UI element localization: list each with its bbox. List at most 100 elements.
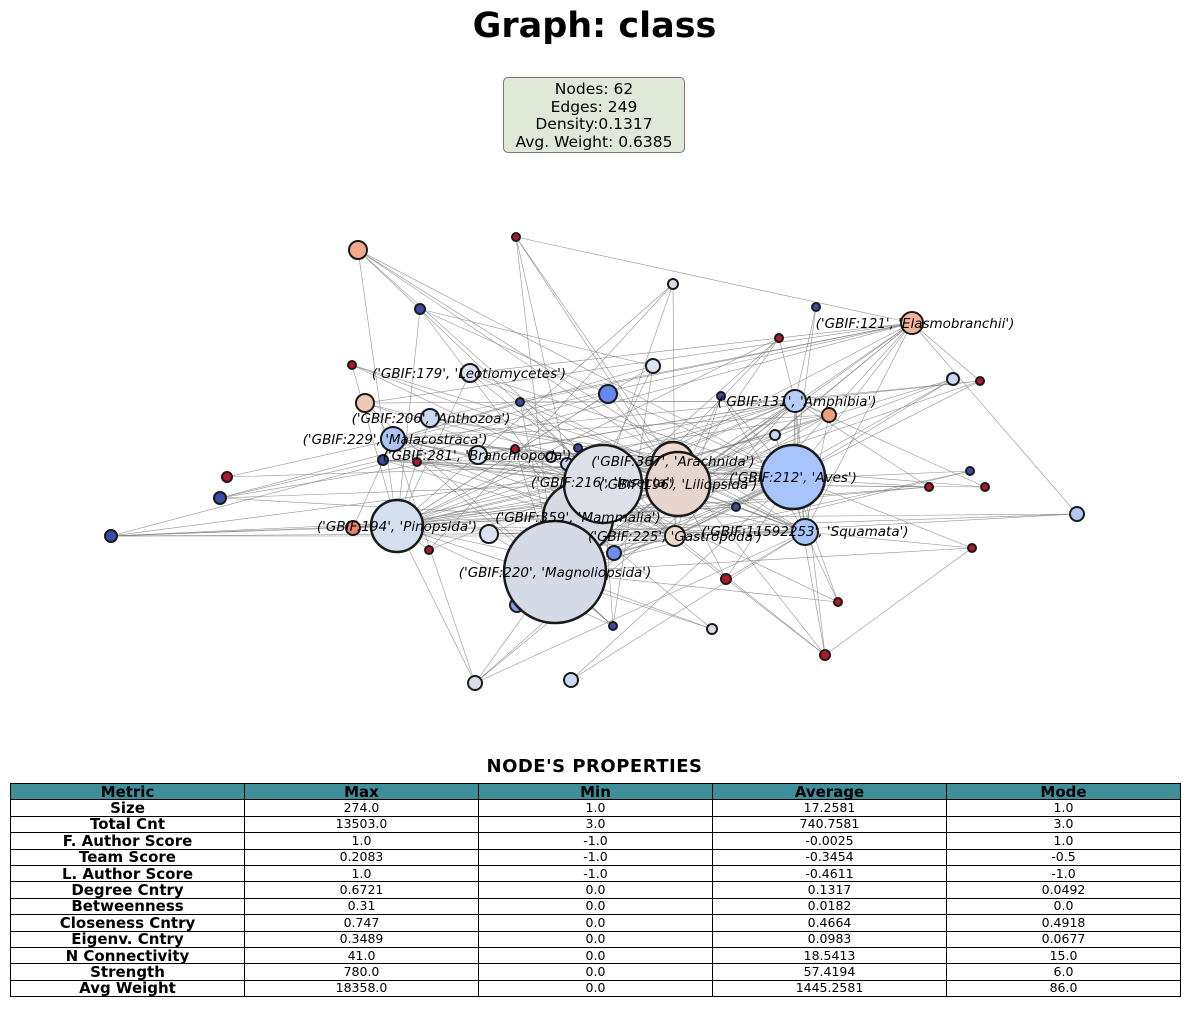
graph-edge (824, 547, 973, 656)
graph-node (377, 454, 389, 466)
graph-edge (469, 372, 806, 533)
table-row: Avg Weight 18358.0 0.0 1445.2581 86.0 (10, 979, 1181, 998)
value-cell: 0.0 (946, 897, 1181, 916)
node-label: ('GBIF:212', 'Aves') (729, 470, 857, 486)
graph-node (221, 471, 233, 483)
table-row: Strength 780.0 0.0 57.4194 6.0 (10, 963, 1181, 981)
value-cell: 0.0 (478, 979, 713, 998)
graph-edge (419, 308, 579, 519)
graph-node (706, 623, 718, 635)
graph-edge (392, 380, 981, 440)
graph-node (791, 518, 819, 546)
graph-node (667, 278, 679, 290)
graph-edge (428, 283, 674, 551)
graph-node (975, 376, 985, 386)
node-label: ('GBIF:229', 'Malacostraca') (303, 432, 488, 448)
metric-cell: Degree Cntry (10, 881, 245, 899)
graph-edge (396, 372, 471, 527)
graph-node (412, 457, 422, 467)
value-cell: 0.4918 (946, 914, 1181, 932)
node-label: ('GBIF:367', 'Arachnida') (591, 454, 754, 470)
table-row: Closeness Cntry 0.747 0.0 0.4664 0.4918 (10, 914, 1181, 932)
table-row: Size 274.0 1.0 17.2581 1.0 (10, 799, 1181, 817)
graph-edge (804, 531, 973, 549)
graph-node (502, 519, 608, 625)
graph-node (980, 482, 990, 492)
graph-node (769, 429, 781, 441)
value-cell: -1.0 (478, 832, 713, 850)
graph-node (924, 482, 934, 492)
value-cell: 0.0 (478, 897, 713, 916)
node-label: ('GBIF:206', 'Anthozoa') (352, 411, 511, 427)
graph-node (965, 466, 975, 476)
graph-edge (396, 337, 780, 527)
graph-node (573, 443, 583, 453)
graph-stats-box: Nodes: 62 Edges: 249 Density:0.1317 Avg.… (503, 77, 685, 153)
graph-edge (469, 372, 826, 656)
value-cell: 15.0 (946, 946, 1181, 965)
value-cell: 17.2581 (712, 799, 947, 817)
graph-edge (392, 438, 516, 450)
node-properties-table: Metric Max Min Average Mode Size 274.0 1.0… (10, 782, 1181, 998)
table-title: NODE'S PROPERTIES (486, 756, 703, 777)
value-cell: 0.6721 (244, 881, 479, 899)
graph-edge (352, 438, 394, 529)
graph-node (720, 573, 732, 585)
value-cell: 3.0 (478, 815, 713, 834)
graph-node (833, 597, 843, 607)
graph-edge (554, 547, 973, 573)
graph-edge (469, 322, 913, 374)
graph-node (900, 311, 924, 335)
graph-edge (677, 380, 981, 485)
graph-node (783, 389, 807, 413)
value-cell: 41.0 (244, 946, 479, 965)
value-cell: 0.2083 (244, 848, 479, 866)
value-cell: 18.5413 (712, 946, 947, 965)
graph-node (644, 450, 712, 518)
graph-edge (351, 364, 398, 527)
graph-node (460, 363, 480, 383)
value-cell: -0.0025 (712, 832, 947, 850)
stat-nodes: Nodes: 62 (554, 80, 634, 98)
table-row: Betweenness 0.31 0.0 0.0182 0.0 (10, 897, 1181, 916)
value-cell: 1.0 (244, 832, 479, 850)
metric-cell: Strength (10, 963, 245, 981)
node-label: ('GBIF:225', 'Gastropoda') (588, 529, 762, 545)
graph-edge (577, 400, 796, 449)
header-mode: Mode (946, 782, 1181, 801)
graph-edge (674, 380, 981, 537)
graph-edge (396, 393, 609, 527)
graph-edge (911, 322, 981, 382)
graph-edge (570, 531, 806, 681)
graph-node (104, 529, 118, 543)
table-row: F. Author Score 1.0 -1.0 -0.0025 1.0 (10, 832, 1181, 850)
value-cell: 0.0 (478, 930, 713, 948)
metric-cell: Team Score (10, 848, 245, 866)
metric-cell: F. Author Score (10, 832, 245, 850)
value-cell: -0.3454 (712, 848, 947, 866)
value-cell: -1.0 (946, 864, 1181, 883)
graph-edge (602, 483, 826, 656)
graph-node (716, 391, 726, 401)
graph-node (811, 302, 821, 312)
graph-edge (357, 249, 674, 464)
graph-edge (364, 322, 913, 404)
graph-edge (357, 249, 398, 527)
value-cell: 0.0 (478, 946, 713, 965)
graph-node (967, 543, 977, 553)
graph-node (348, 240, 368, 260)
table-row: Team Score 0.2083 -1.0 -0.3454 -0.5 (10, 848, 1181, 866)
graph-edge (392, 401, 521, 440)
graph-edge (804, 322, 913, 533)
metric-cell: L. Author Score (10, 864, 245, 883)
value-cell: 0.31 (244, 897, 479, 916)
header-max: Max (244, 782, 479, 801)
graph-node (545, 451, 557, 463)
graph-edge (219, 459, 384, 499)
graph-node (759, 443, 827, 511)
graph-edge (219, 393, 609, 499)
graph-edge (674, 506, 737, 537)
value-cell: 1.0 (478, 799, 713, 817)
value-cell: 18358.0 (244, 979, 479, 998)
node-label: ('GBIF:216', 'Insecta') (531, 475, 675, 491)
